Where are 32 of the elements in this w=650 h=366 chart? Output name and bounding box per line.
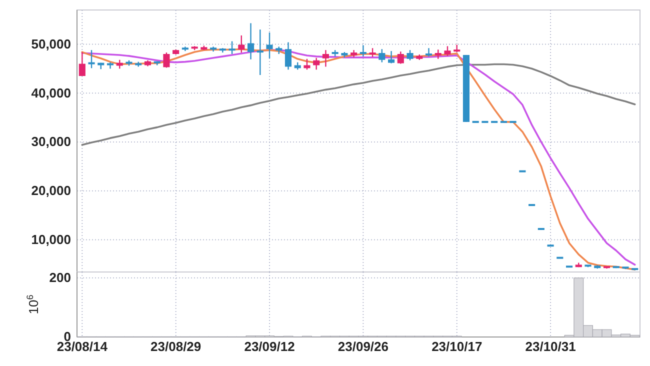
x-tick-label: 23/08/29 (150, 339, 202, 354)
y-tick-label: 30,000 (31, 134, 71, 150)
candlestick (247, 22, 254, 60)
candlestick (163, 52, 170, 68)
y-tick-label: 10,000 (31, 232, 71, 247)
candlestick (228, 40, 236, 55)
candlestick (406, 49, 414, 61)
candlestick (256, 28, 264, 76)
candlestick (322, 49, 329, 68)
candlestick (313, 57, 320, 70)
y-tick-label: 40,000 (31, 85, 71, 100)
candlestick (425, 48, 432, 58)
candlestick (238, 34, 245, 54)
candlestick (304, 58, 310, 70)
candlestick (444, 46, 451, 57)
line-series (81, 63, 636, 146)
candlestick (78, 51, 86, 77)
candlestick (434, 48, 442, 60)
candlestick (388, 50, 395, 64)
candlestick (266, 32, 273, 59)
y-tick-label: 50,000 (31, 36, 71, 52)
x-tick-label: 23/09/12 (244, 339, 295, 354)
y-tick-label: 20,000 (31, 183, 71, 198)
candlestick (397, 50, 404, 64)
x-tick-label: 23/10/31 (525, 339, 576, 354)
candlestick (360, 44, 366, 58)
candlestick (88, 49, 95, 69)
y-tick-label: 200 (49, 270, 71, 286)
candlestick (378, 48, 386, 63)
candlestick (284, 42, 292, 70)
x-tick-label: 23/10/17 (432, 339, 482, 354)
x-tick-label: 23/09/26 (338, 339, 388, 354)
